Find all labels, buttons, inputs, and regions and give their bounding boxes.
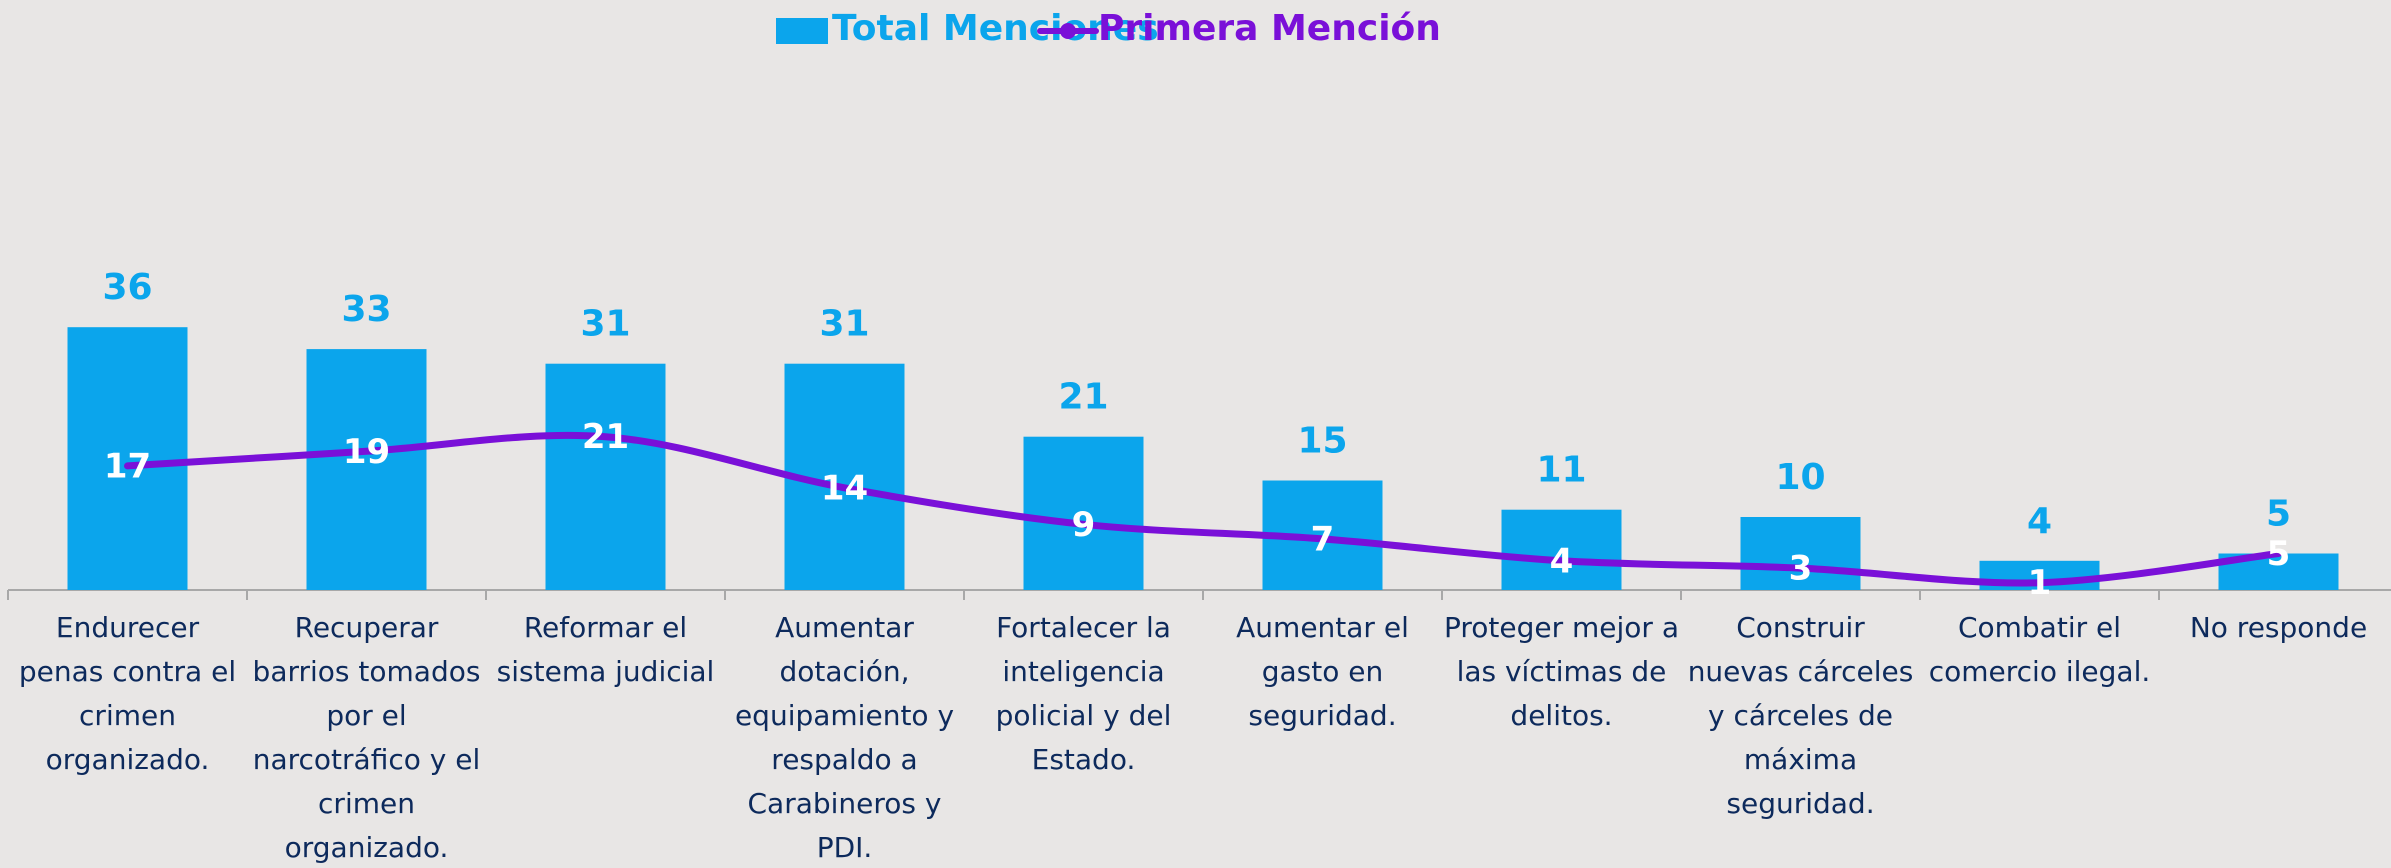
line-value-label: 1 bbox=[2028, 563, 2052, 603]
line-value-label: 5 bbox=[2267, 534, 2291, 574]
x-tick-label: Proteger mejor a las víctimas de delitos… bbox=[1443, 611, 1680, 732]
x-tick-label-box: Construir nuevas cárceles y cárceles de … bbox=[1687, 611, 1914, 820]
line-value-label: 17 bbox=[104, 446, 151, 486]
x-tick-label-box: Aumentar dotación, equipamiento y respal… bbox=[734, 611, 955, 864]
x-tick-label-box: Fortalecer la inteligencia policial y de… bbox=[995, 611, 1172, 776]
x-tick-label: Aumentar dotación, equipamiento y respal… bbox=[734, 611, 955, 864]
legend-label: Primera Mención bbox=[1098, 8, 1441, 49]
x-tick-label-box: Proteger mejor a las víctimas de delitos… bbox=[1443, 611, 1680, 732]
bar bbox=[1501, 509, 1622, 590]
bar-value-label: 36 bbox=[102, 267, 152, 308]
line-value-label: 7 bbox=[1311, 519, 1335, 559]
x-tick-label: Reformar el sistema judicial bbox=[496, 611, 715, 688]
line-value-label: 19 bbox=[343, 432, 390, 472]
x-tick-label-box: Recuperar barrios tomados por el narcotr… bbox=[252, 611, 481, 864]
legend-swatch-dot bbox=[1060, 23, 1076, 39]
line-value-label: 14 bbox=[821, 468, 868, 508]
x-tick-label-box: Aumentar el gasto en seguridad. bbox=[1236, 611, 1409, 732]
bar-value-label: 21 bbox=[1058, 377, 1108, 418]
bar-value-label: 4 bbox=[2027, 501, 2052, 542]
x-tick-label-box: Reformar el sistema judicial bbox=[496, 611, 715, 688]
bar-value-label: 33 bbox=[341, 289, 391, 330]
bar bbox=[545, 363, 666, 590]
x-tick-label: Endurecer penas contra el crimen organiz… bbox=[18, 611, 237, 776]
x-tick-label: Combatir el comercio ilegal. bbox=[1928, 611, 2151, 688]
x-tick-label: Construir nuevas cárceles y cárceles de … bbox=[1687, 611, 1914, 820]
legend-swatch bbox=[776, 18, 828, 44]
bar bbox=[67, 327, 188, 590]
x-tick-label-box: Combatir el comercio ilegal. bbox=[1928, 611, 2151, 688]
bar-value-label: 10 bbox=[1775, 457, 1825, 498]
x-tick-label-box: Endurecer penas contra el crimen organiz… bbox=[18, 611, 237, 776]
x-tick-label: Aumentar el gasto en seguridad. bbox=[1236, 611, 1409, 732]
line bbox=[124, 431, 2282, 587]
bar-value-label: 15 bbox=[1297, 421, 1347, 462]
bar-value-label: 5 bbox=[2266, 494, 2291, 535]
bar-value-label: 31 bbox=[580, 304, 630, 345]
bar-value-label: 11 bbox=[1536, 450, 1586, 491]
x-tick-label: No responde bbox=[2189, 611, 2368, 644]
x-tick-label: Recuperar barrios tomados por el narcotr… bbox=[252, 611, 481, 864]
bar-value-label: 31 bbox=[819, 304, 869, 345]
line-value-label: 9 bbox=[1072, 505, 1096, 545]
line-value-label: 3 bbox=[1789, 549, 1813, 589]
line-value-label: 21 bbox=[582, 417, 629, 457]
bar bbox=[1740, 517, 1861, 590]
bar bbox=[1023, 436, 1144, 590]
legend-label: Total Menciones bbox=[832, 8, 1159, 49]
x-tick-label-box: No responde bbox=[2189, 611, 2368, 644]
x-tick-label: Fortalecer la inteligencia policial y de… bbox=[995, 611, 1172, 776]
bar bbox=[306, 349, 427, 590]
line-value-label: 4 bbox=[1550, 541, 1574, 581]
